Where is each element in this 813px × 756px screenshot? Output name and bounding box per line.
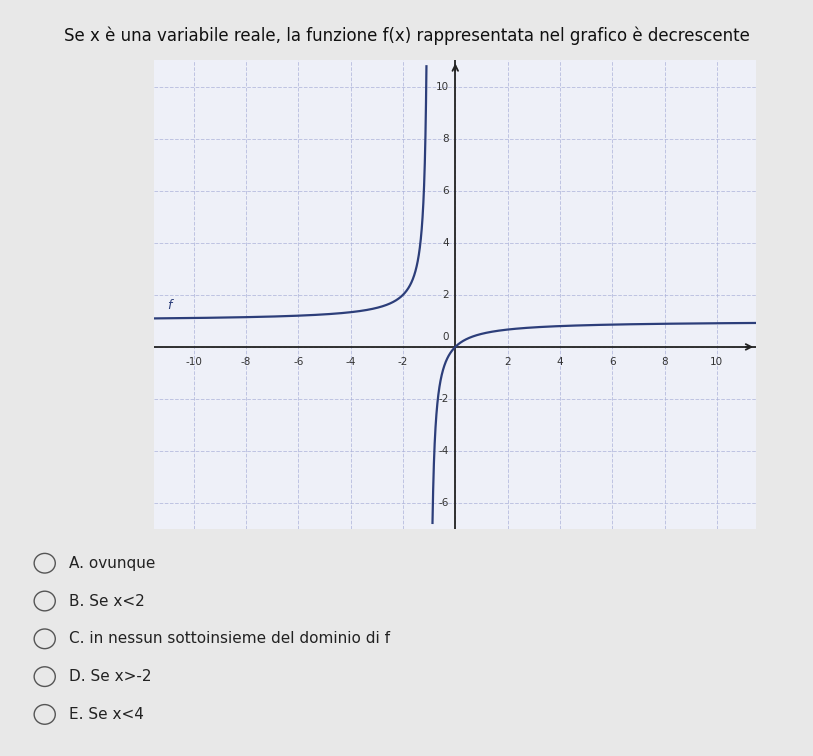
Text: Se x è una variabile reale, la funzione f(x) rappresentata nel grafico è decresc: Se x è una variabile reale, la funzione … <box>63 26 750 45</box>
Text: 10: 10 <box>711 358 724 367</box>
Text: -2: -2 <box>398 358 408 367</box>
Text: -4: -4 <box>346 358 356 367</box>
Text: 8: 8 <box>661 358 667 367</box>
Text: B. Se x<2: B. Se x<2 <box>69 593 145 609</box>
Text: D. Se x>-2: D. Se x>-2 <box>69 669 151 684</box>
Text: -2: -2 <box>438 394 449 404</box>
Text: 2: 2 <box>442 290 449 300</box>
Text: 6: 6 <box>442 186 449 196</box>
Text: -10: -10 <box>185 358 202 367</box>
Text: -6: -6 <box>438 498 449 508</box>
Text: 6: 6 <box>609 358 615 367</box>
Text: 4: 4 <box>557 358 563 367</box>
Text: E. Se x<4: E. Se x<4 <box>69 707 144 722</box>
Text: f: f <box>167 299 172 311</box>
Text: -4: -4 <box>438 446 449 456</box>
Text: -8: -8 <box>241 358 251 367</box>
Text: 8: 8 <box>442 134 449 144</box>
Text: 2: 2 <box>504 358 511 367</box>
Text: C. in nessun sottoinsieme del dominio di f: C. in nessun sottoinsieme del dominio di… <box>69 631 390 646</box>
Text: 4: 4 <box>442 237 449 248</box>
Text: 0: 0 <box>442 332 449 342</box>
Text: 10: 10 <box>436 82 449 91</box>
Text: A. ovunque: A. ovunque <box>69 556 155 571</box>
Text: -6: -6 <box>293 358 303 367</box>
